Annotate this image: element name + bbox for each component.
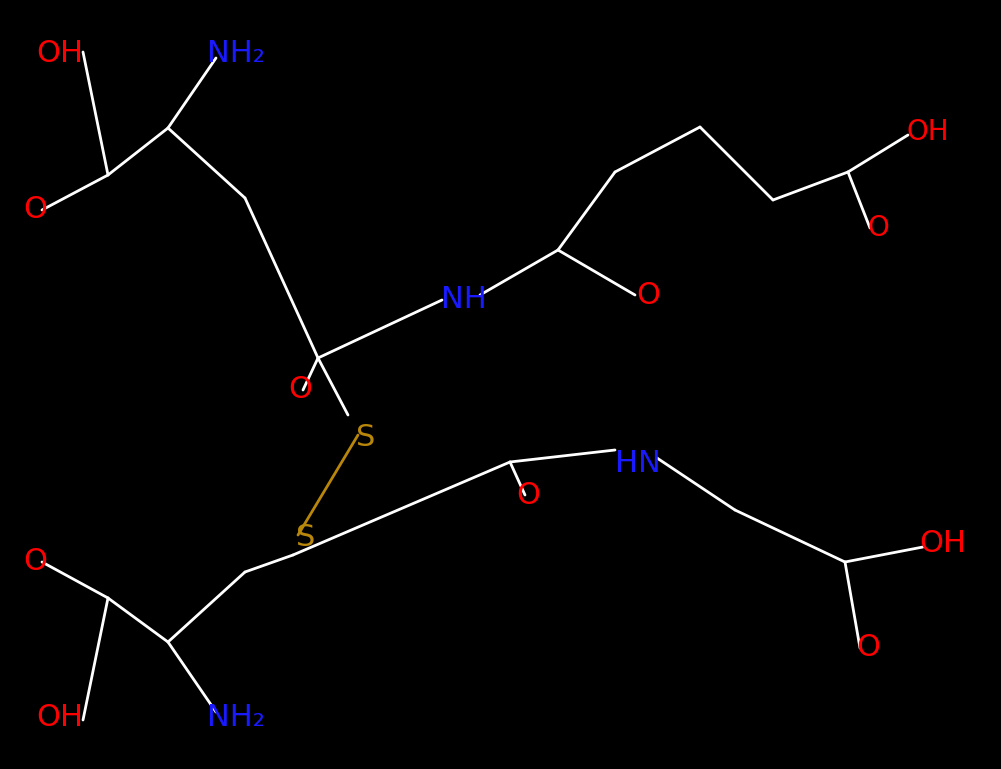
Text: OH: OH (907, 118, 949, 146)
Text: S: S (356, 422, 375, 451)
Text: O: O (867, 214, 889, 242)
Text: HN: HN (616, 448, 661, 478)
Text: O: O (516, 481, 540, 510)
Text: S: S (296, 522, 315, 551)
Text: NH₂: NH₂ (207, 38, 265, 68)
Text: NH: NH (441, 285, 486, 315)
Text: OH: OH (36, 39, 83, 68)
Text: O: O (856, 634, 880, 663)
Text: O: O (288, 375, 312, 404)
Text: NH₂: NH₂ (207, 703, 265, 731)
Text: O: O (23, 195, 47, 225)
Text: O: O (636, 281, 660, 309)
Text: OH: OH (920, 530, 967, 558)
Text: OH: OH (36, 704, 83, 733)
Text: O: O (23, 548, 47, 577)
